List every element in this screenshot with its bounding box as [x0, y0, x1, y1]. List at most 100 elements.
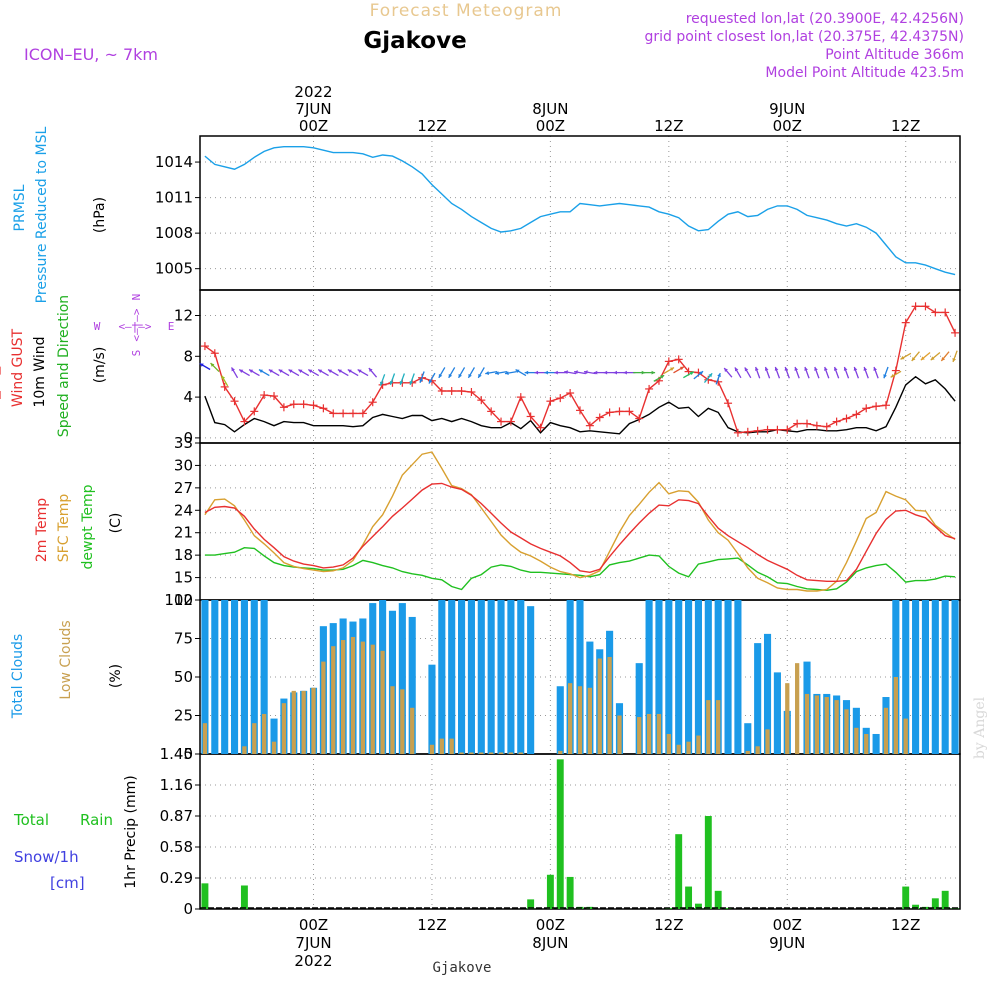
- precip-bar: [685, 886, 693, 909]
- gust-marker: [289, 400, 298, 409]
- low-cloud-bar: [370, 644, 375, 754]
- low-cloud-bar: [814, 695, 820, 754]
- wind-arrow: [794, 366, 800, 379]
- top-time-label: 00Z: [536, 117, 565, 135]
- low-cloud-bar: [656, 713, 662, 754]
- bottom-time-label: 00Z: [773, 916, 802, 934]
- temp2m-line: [204, 482, 956, 582]
- gust-marker: [200, 342, 209, 351]
- y-tick-label: 1.45: [160, 745, 193, 763]
- wind-arrow-head: [268, 369, 273, 374]
- low-cloud-bar: [716, 700, 721, 754]
- wind-arrow-head: [670, 367, 675, 371]
- precip-bar: [941, 890, 949, 909]
- wind-arrow-head: [328, 369, 333, 374]
- total-cloud-bar: [201, 600, 209, 754]
- y-tick-label: 1014: [155, 153, 193, 171]
- total-clouds-label: Total Clouds: [10, 634, 26, 719]
- gust-marker: [526, 412, 535, 421]
- gust-marker: [270, 392, 279, 401]
- total-cloud-bar: [527, 606, 535, 754]
- wind-arrow: [317, 369, 329, 377]
- wind-arrow-head: [534, 370, 539, 375]
- prmsl-label: PRMSL: [12, 184, 28, 231]
- snow-label: Snow/1h: [14, 848, 79, 866]
- gust-marker: [733, 428, 742, 437]
- low-cloud-bar: [508, 752, 514, 754]
- wind-arrow: [347, 369, 359, 377]
- wind-arrow-head: [804, 366, 808, 371]
- wind-arrow: [327, 369, 339, 377]
- gust-marker: [279, 403, 288, 412]
- low-cloud-bar: [745, 750, 750, 754]
- low-cloud-bar: [271, 741, 277, 754]
- gust-marker: [299, 400, 308, 409]
- wind-arrow-head: [794, 366, 799, 371]
- y-tick-label: 1.16: [160, 776, 193, 794]
- y-tick-label: 30: [174, 456, 193, 474]
- y-tick-label: 27: [174, 479, 193, 497]
- wind-arrow-head: [495, 371, 499, 375]
- gust-marker: [595, 413, 604, 422]
- low-cloud-bar: [291, 690, 296, 754]
- wind-arrow-head: [318, 369, 323, 374]
- bottom-time-label: 12Z: [891, 916, 920, 934]
- precip-bar: [566, 876, 574, 909]
- wind-arrow: [428, 372, 436, 384]
- wind-arrow-head: [603, 370, 608, 375]
- wind-arrow: [238, 369, 250, 377]
- gust-label: Wind GUST: [10, 328, 26, 407]
- precip-bar: [546, 874, 554, 909]
- wind-arrow: [683, 371, 695, 379]
- low-cloud-bar: [883, 707, 889, 754]
- y-tick-label: 0: [183, 900, 193, 918]
- wind-arrow: [485, 370, 498, 375]
- precip-bar: [675, 834, 683, 909]
- total-cloud-bar: [438, 600, 446, 754]
- wind-arrow-head: [900, 355, 905, 360]
- wind-arrow: [873, 366, 879, 379]
- wind-arrow: [357, 369, 369, 377]
- wind-arrow-head: [258, 369, 263, 374]
- total-cloud-bar: [941, 600, 949, 754]
- gust-marker: [230, 397, 239, 406]
- wind-arrow: [930, 351, 941, 361]
- bottom-time-label: 12Z: [417, 916, 446, 934]
- y-tick-label: 0.87: [160, 807, 193, 825]
- total-cloud-bar: [576, 600, 584, 754]
- total-cloud-bar: [428, 664, 436, 754]
- low-cloud-bar: [489, 752, 494, 754]
- total-cloud-bar: [951, 600, 959, 754]
- total-cloud-bar: [250, 600, 258, 754]
- wind-arrow-head: [298, 369, 303, 374]
- total-cloud-bar: [685, 600, 693, 754]
- wind-arrow: [258, 369, 270, 377]
- total-cloud-bar: [872, 733, 880, 754]
- total-cloud-bar: [517, 600, 525, 754]
- low-cloud-bar: [449, 738, 454, 754]
- low-cloud-bar: [577, 686, 583, 754]
- y-tick-label: 8: [183, 347, 193, 365]
- gust-marker: [872, 402, 881, 411]
- total-cloud-bar: [388, 610, 397, 754]
- low-cloud-bar: [854, 727, 859, 754]
- credit-text: by Angel: [972, 696, 988, 759]
- y-tick-label: 50: [174, 668, 193, 686]
- precip-bar: [704, 816, 712, 909]
- top-time-label: 12Z: [654, 117, 683, 135]
- wind-arrow: [399, 373, 406, 386]
- wind-arrow-head: [278, 369, 283, 374]
- precip-bar: [714, 890, 722, 909]
- bottom-time-label: 9JUN: [769, 934, 805, 952]
- wind-arrow-head: [623, 370, 627, 375]
- low-cloud-bar: [637, 717, 642, 754]
- panel-2: 12 15 18 21 24 27 30 33: [174, 434, 961, 609]
- gust-marker: [457, 386, 466, 395]
- gust-marker: [674, 355, 683, 364]
- model-altitude: Model Point Altitude 423.5m: [765, 65, 964, 81]
- wind-arrow-head: [505, 371, 509, 375]
- wind-arrow: [693, 370, 704, 380]
- wind-arrow-head: [524, 370, 529, 375]
- total-cloud-bar: [487, 600, 495, 754]
- wind-arrow-head: [814, 366, 818, 371]
